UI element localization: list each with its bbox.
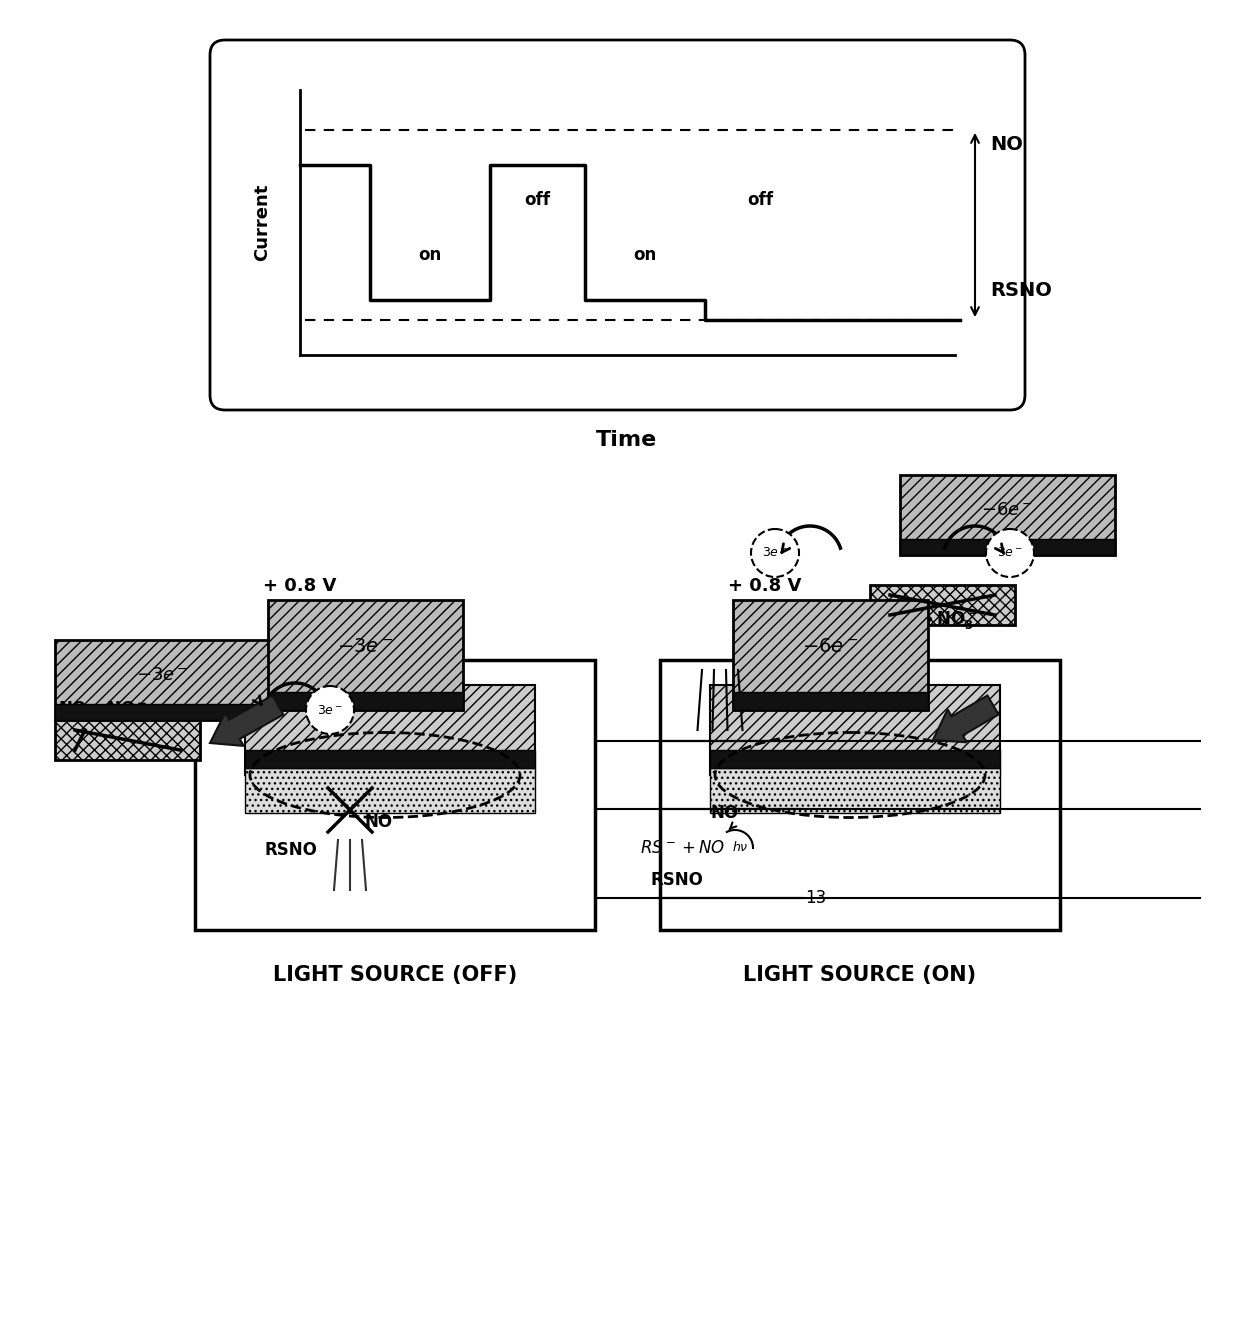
Text: NO: NO (365, 813, 393, 831)
Bar (711, 750, 999, 767)
Text: + 0.8 V: + 0.8 V (728, 577, 801, 595)
Circle shape (986, 529, 1034, 577)
Text: $-3e^-$: $-3e^-$ (337, 637, 393, 657)
Text: on: on (418, 246, 441, 263)
Text: RSNO: RSNO (990, 281, 1052, 301)
Text: + 0.8 V: + 0.8 V (263, 577, 336, 595)
Circle shape (306, 686, 353, 734)
Bar (733, 600, 928, 710)
Bar (711, 767, 999, 813)
Text: 13: 13 (805, 888, 826, 907)
Text: $h\nu$: $h\nu$ (732, 841, 749, 854)
Text: off: off (746, 192, 773, 209)
Bar (711, 685, 999, 775)
Text: NO: NO (990, 136, 1023, 154)
Circle shape (751, 529, 799, 577)
Bar (246, 767, 534, 813)
Text: RSNO: RSNO (650, 871, 703, 888)
Text: $-6e^-$: $-6e^-$ (802, 637, 858, 657)
Bar (268, 692, 463, 710)
Text: off: off (525, 192, 551, 209)
Text: Current: Current (253, 184, 272, 261)
Text: $3e^-$: $3e^-$ (997, 547, 1023, 560)
FancyArrow shape (210, 696, 284, 746)
FancyBboxPatch shape (210, 40, 1025, 410)
Bar (900, 539, 1115, 555)
Bar (900, 475, 1115, 555)
Bar (55, 640, 270, 720)
Text: LIGHT SOURCE (OFF): LIGHT SOURCE (OFF) (273, 966, 517, 986)
Bar (55, 704, 270, 720)
Bar (733, 692, 928, 710)
Text: 12: 12 (805, 799, 826, 818)
Text: Time: Time (596, 430, 657, 450)
Text: $\mathbf{NO{\rightarrow}NO_3^-}$: $\mathbf{NO{\rightarrow}NO_3^-}$ (58, 700, 148, 721)
Text: on: on (634, 246, 657, 263)
Text: NO: NO (711, 805, 738, 822)
Bar (870, 585, 1016, 625)
Text: $RS^-+NO$: $RS^-+NO$ (640, 839, 725, 857)
Bar (268, 600, 463, 710)
Bar (246, 685, 534, 775)
Bar (195, 660, 595, 930)
Text: $-3e^-$: $-3e^-$ (136, 666, 188, 684)
Bar (55, 720, 200, 759)
Text: $\mathbf{NO_3^-{\leftarrow}NO\quad NO{\rightarrow}NO_3^-}$: $\mathbf{NO_3^-{\leftarrow}NO\quad NO{\r… (780, 609, 977, 630)
Text: LIGHT SOURCE (ON): LIGHT SOURCE (ON) (744, 966, 977, 986)
Text: $-6e^-$: $-6e^-$ (981, 501, 1033, 519)
Bar (660, 660, 1060, 930)
FancyArrow shape (932, 696, 998, 742)
Text: RSNO: RSNO (265, 841, 317, 859)
Bar (246, 750, 534, 767)
Text: 11: 11 (805, 732, 826, 750)
Text: $3e^-$: $3e^-$ (317, 704, 343, 717)
Text: $3e^-$: $3e^-$ (761, 547, 789, 560)
